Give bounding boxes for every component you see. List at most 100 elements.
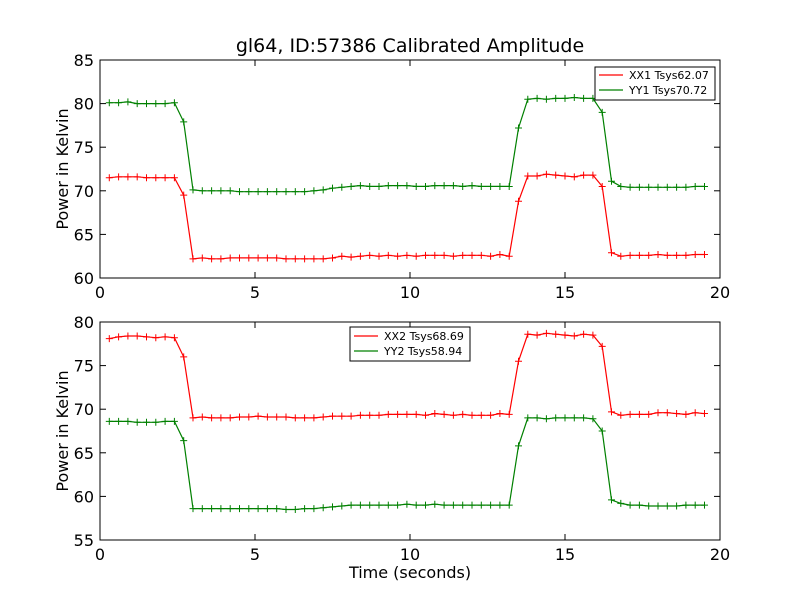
data-point <box>663 409 671 417</box>
data-point <box>403 251 411 259</box>
series-line <box>109 417 705 511</box>
data-point <box>635 501 643 509</box>
data-point <box>412 252 420 260</box>
data-point <box>310 414 318 422</box>
data-point <box>394 501 402 509</box>
data-point <box>440 251 448 259</box>
data-point <box>459 410 467 418</box>
data-point <box>654 409 662 417</box>
data-point <box>245 188 253 196</box>
data-point <box>552 330 560 338</box>
data-point <box>329 503 336 511</box>
data-point <box>198 187 206 195</box>
data-point <box>329 184 336 192</box>
y-tick-label: 80 <box>74 95 94 114</box>
data-point <box>459 251 467 259</box>
data-point <box>496 182 504 190</box>
data-point <box>254 412 262 420</box>
data-point <box>701 501 708 509</box>
data-point <box>580 94 588 102</box>
data-point <box>236 413 243 421</box>
data-point <box>143 174 150 182</box>
data-point <box>487 252 495 260</box>
data-point <box>254 254 262 262</box>
data-point <box>431 500 439 508</box>
data-point <box>412 410 420 418</box>
data-point <box>291 505 299 513</box>
data-point <box>263 413 271 421</box>
x-tick-label: 5 <box>250 283 260 302</box>
data-point <box>310 505 318 513</box>
x-tick-label: 10 <box>400 545 420 564</box>
data-point <box>245 413 253 421</box>
series-1 <box>105 93 708 196</box>
data-point <box>133 332 141 340</box>
data-point <box>515 124 522 132</box>
data-point <box>273 413 281 421</box>
data-point <box>459 501 467 509</box>
y-tick-label: 70 <box>74 400 94 419</box>
bottom-plot: 0 5 10 15 20 55 60 65 70 75 80 Power in Kelvin Tim… <box>53 313 730 582</box>
series-0 <box>105 329 708 422</box>
data-point <box>310 187 318 195</box>
data-point <box>198 505 206 513</box>
data-point <box>329 254 336 262</box>
data-point <box>468 501 476 509</box>
data-point <box>356 252 364 260</box>
data-point <box>375 182 383 190</box>
data-point <box>561 331 569 339</box>
data-point <box>254 505 262 513</box>
data-point <box>366 411 374 419</box>
data-point <box>226 254 234 262</box>
data-point <box>319 504 327 512</box>
data-point <box>170 99 178 107</box>
data-point <box>384 501 392 509</box>
data-point <box>226 187 234 195</box>
data-point <box>282 413 290 421</box>
data-point <box>561 172 569 180</box>
data-point <box>394 182 402 190</box>
data-point <box>384 251 392 259</box>
data-point <box>236 188 243 196</box>
data-point <box>208 505 216 513</box>
data-point <box>626 410 634 418</box>
data-point <box>161 100 169 108</box>
data-point <box>542 95 550 103</box>
x-tick-label: 0 <box>95 545 105 564</box>
data-point <box>654 250 662 258</box>
data-point <box>152 418 160 426</box>
y-tick-label: 75 <box>74 357 94 376</box>
data-point <box>236 505 243 513</box>
data-point <box>431 251 439 259</box>
y-tick-label: 65 <box>74 444 94 463</box>
data-point <box>356 411 364 419</box>
data-point <box>515 197 522 205</box>
data-point <box>449 501 457 509</box>
data-point <box>645 502 653 510</box>
data-point <box>143 100 150 108</box>
data-point <box>691 250 699 258</box>
top-legend: XX1 Tsys62.07 YY1 Tsys70.72 <box>594 66 716 101</box>
data-point <box>170 417 178 425</box>
data-point <box>273 505 281 513</box>
data-point <box>105 417 113 425</box>
data-point <box>263 505 271 513</box>
data-point <box>301 414 309 422</box>
data-point <box>505 501 513 509</box>
data-point <box>422 501 429 509</box>
data-point <box>459 182 467 190</box>
data-point <box>422 411 429 419</box>
data-point <box>673 183 681 191</box>
data-point <box>673 251 681 259</box>
y-tick-label: 80 <box>74 313 94 332</box>
data-point <box>580 330 588 338</box>
data-point <box>598 342 606 350</box>
data-point <box>533 331 541 339</box>
data-point <box>208 255 216 263</box>
data-point <box>133 173 141 181</box>
data-point <box>691 182 699 190</box>
data-point <box>161 174 169 182</box>
data-point <box>524 414 532 422</box>
data-point <box>561 414 569 422</box>
